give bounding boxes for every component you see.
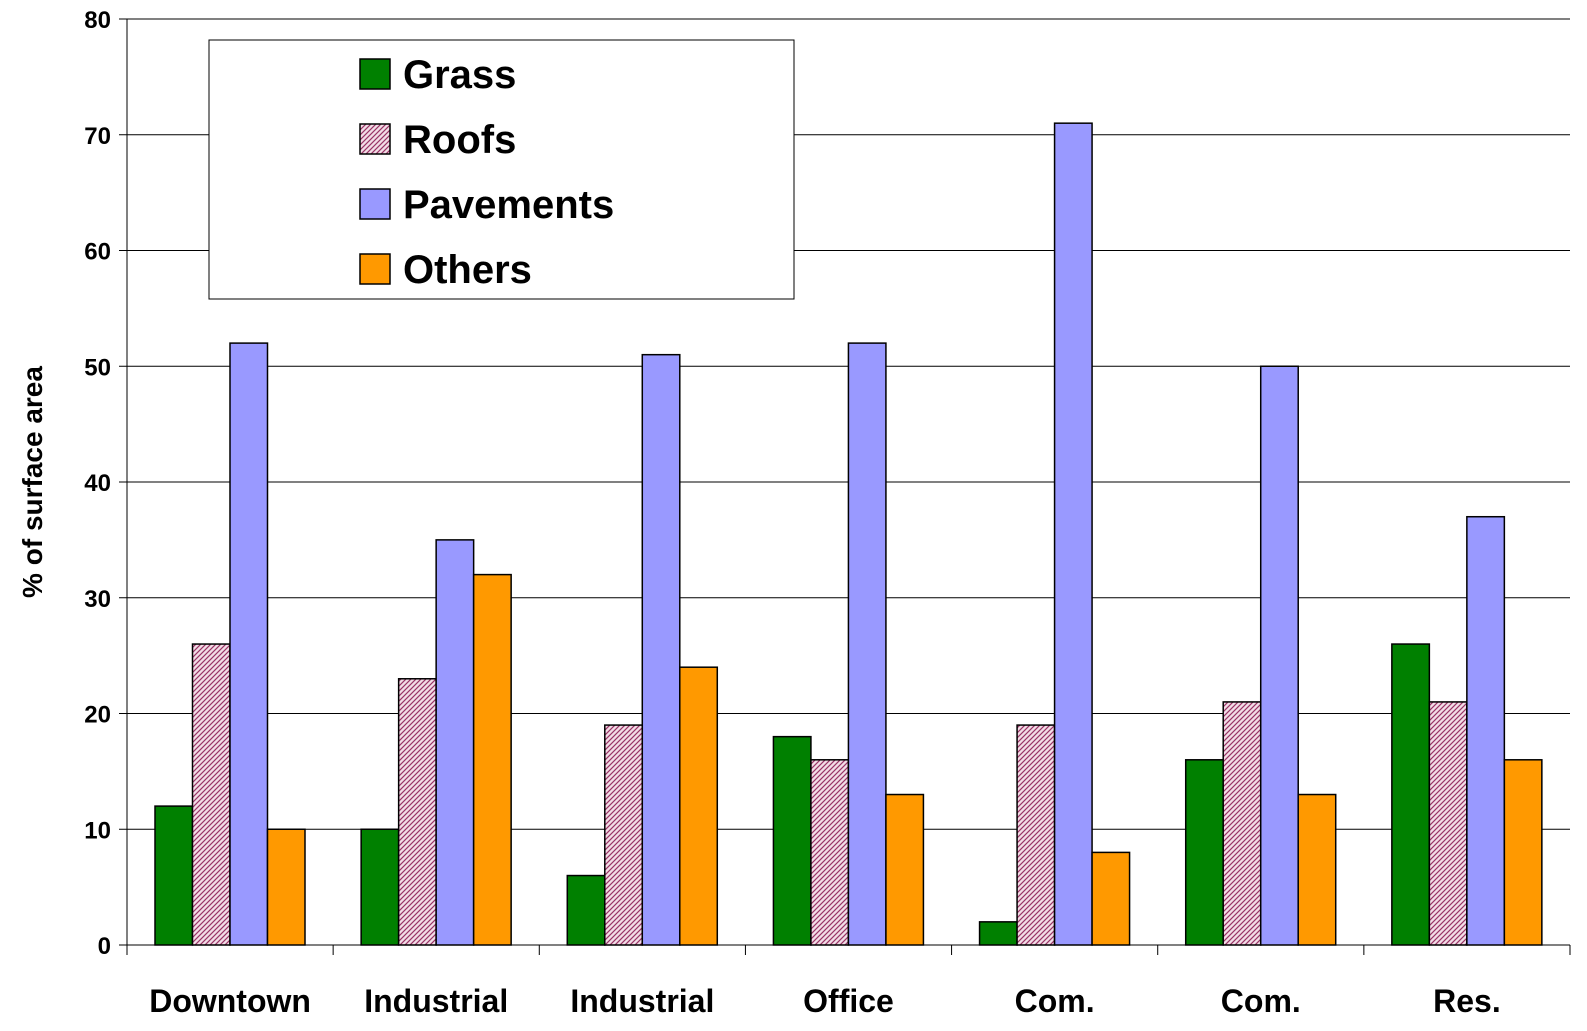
y-tick-label: 80 — [84, 7, 111, 34]
bar-grass — [1391, 643, 1431, 946]
bar-grass — [772, 735, 812, 946]
legend-swatch-roofs — [359, 123, 391, 155]
bar-others — [1091, 851, 1131, 946]
bar-roofs — [191, 643, 231, 946]
x-category-label: Res. — [1433, 983, 1501, 1019]
bar-pavements — [641, 353, 681, 946]
legend-swatch-others — [359, 253, 391, 285]
y-tick-labels: 0 10 20 30 40 50 60 70 80 — [84, 7, 111, 960]
bar-others — [1503, 759, 1543, 946]
bar-others — [1297, 793, 1337, 946]
bar-grass — [566, 874, 606, 946]
bar-grass — [154, 805, 194, 946]
bar-pavements — [1053, 122, 1093, 946]
bar-roofs — [1428, 701, 1468, 946]
legend-label-pavements: Pavements — [403, 183, 614, 227]
bar-grass — [1184, 759, 1224, 946]
legend-swatch-grass — [359, 58, 391, 90]
y-tick-label: 60 — [84, 239, 111, 266]
bar-roofs — [1016, 724, 1056, 946]
bar-pavements — [1259, 365, 1299, 946]
y-tick-label: 40 — [84, 470, 111, 497]
y-tick-label: 50 — [84, 354, 111, 381]
legend-items: Grass Roofs Pavements Others — [359, 53, 614, 292]
x-category-labels: Downtown Industrial Industrial Office Com. Co… — [149, 983, 1501, 1019]
bar-pavements — [1466, 515, 1506, 946]
legend-swatch-pavements — [359, 188, 391, 220]
bar-others — [266, 828, 306, 946]
bar-others — [679, 666, 719, 946]
bar-roofs — [810, 759, 850, 946]
x-category-label: Downtown — [149, 983, 311, 1019]
bar-pavements — [435, 539, 475, 946]
bar-roofs — [397, 678, 437, 946]
y-tick-label: 0 — [98, 933, 111, 960]
legend-label-roofs: Roofs — [403, 118, 516, 162]
x-category-label: Office — [803, 983, 894, 1019]
y-tick-label: 10 — [84, 817, 111, 844]
y-tick-label: 30 — [84, 586, 111, 613]
bar-pavements — [847, 342, 887, 946]
bar-roofs — [604, 724, 644, 946]
legend: Grass Roofs Pavements Others — [208, 39, 795, 300]
x-category-label: Com. — [1015, 983, 1095, 1019]
bar-grass — [978, 921, 1018, 946]
legend-label-others: Others — [403, 248, 532, 292]
bar-roofs — [1222, 701, 1262, 946]
legend-label-grass: Grass — [403, 53, 516, 97]
x-category-label: Industrial — [570, 983, 714, 1019]
axes — [119, 18, 1571, 955]
y-tick-label: 70 — [84, 123, 111, 150]
bar-others — [885, 793, 925, 946]
x-category-label: Industrial — [364, 983, 508, 1019]
bar-pavements — [229, 342, 269, 946]
y-axis-title: % of surface area — [17, 366, 48, 598]
bar-others — [472, 573, 512, 946]
bar-grass — [360, 828, 400, 946]
bars — [154, 122, 1543, 946]
x-category-label: Com. — [1221, 983, 1301, 1019]
y-tick-label: 20 — [84, 702, 111, 729]
legend-box — [208, 39, 795, 300]
